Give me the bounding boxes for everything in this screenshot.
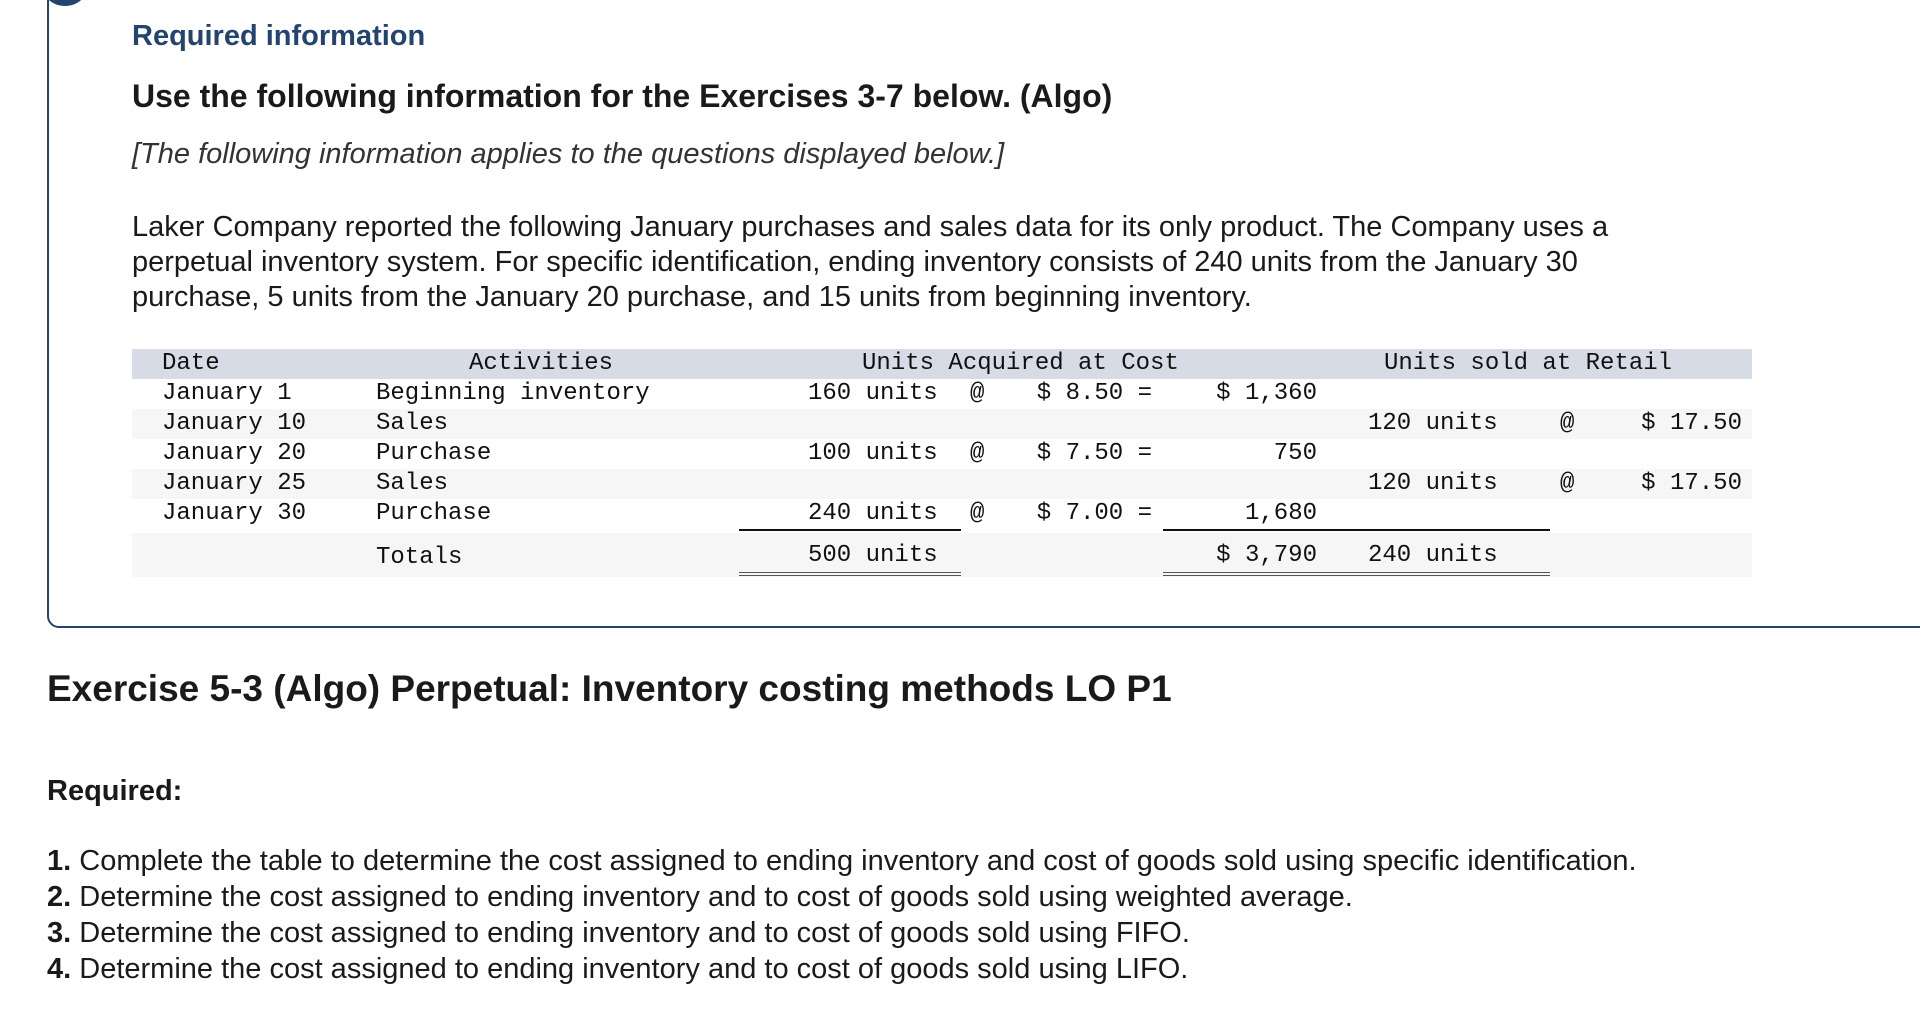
acquired-total-cost: 1,680 <box>1244 500 1317 527</box>
description-line: perpetual inventory system. For specific… <box>132 246 1578 278</box>
requirement-item: 4. Determine the cost assigned to ending… <box>47 951 1637 987</box>
acquired-unit-cost: $ 8.50 = <box>1036 380 1152 407</box>
acquired-unit-cost: $ 7.00 = <box>1036 500 1152 527</box>
applies-note: [The following information applies to th… <box>132 138 1005 170</box>
acquired-units: 160 units <box>808 380 938 407</box>
requirements-list: 1. Complete the table to determine the c… <box>47 843 1637 987</box>
requirement-item: 1. Complete the table to determine the c… <box>47 843 1637 879</box>
totals-acquired-cost: $ 3,790 <box>1216 542 1317 569</box>
requirement-number: 3. <box>47 917 72 949</box>
table-row: January 1 Beginning inventory 160 units … <box>132 379 1752 409</box>
table-row: January 25 Sales 120 units @ $ 17.50 <box>132 469 1752 499</box>
problem-description: Laker Company reported the following Jan… <box>132 210 1772 315</box>
row-activity: Sales <box>376 470 449 497</box>
requirement-item: 2. Determine the cost assigned to ending… <box>47 879 1637 915</box>
table-row: January 30 Purchase 240 units @ $ 7.00 =… <box>132 499 1752 529</box>
panel-badge <box>40 0 90 6</box>
row-date: January 1 <box>162 380 292 407</box>
totals-label: Totals <box>376 544 463 571</box>
row-activity: Beginning inventory <box>376 380 650 407</box>
requirement-text: Determine the cost assigned to ending in… <box>71 917 1190 949</box>
inventory-table: Date Activities Units Acquired at Cost U… <box>132 349 1752 577</box>
row-activity: Purchase <box>376 500 492 527</box>
header-activities: Activities <box>469 350 614 377</box>
acquired-unit-cost: $ 7.50 = <box>1036 440 1152 467</box>
sold-units: 120 units <box>1368 470 1498 497</box>
cost-underline <box>1163 529 1550 531</box>
sold-units: 120 units <box>1368 410 1498 437</box>
row-date: January 10 <box>162 410 307 437</box>
sold-unit-price: $ 17.50 <box>1641 410 1742 437</box>
acquired-total-cost: $ 1,360 <box>1216 380 1317 407</box>
sold-at: @ <box>1560 410 1575 437</box>
required-information-heading: Required information <box>132 20 426 52</box>
requirement-text: Complete the table to determine the cost… <box>71 845 1637 877</box>
required-information-panel <box>47 0 1920 628</box>
acquired-at: @ <box>970 500 985 527</box>
totals-double-underline <box>1163 572 1550 576</box>
totals-acquired-units: 500 units <box>808 542 938 569</box>
table-header-row: Date Activities Units Acquired at Cost U… <box>132 349 1752 379</box>
row-activity: Sales <box>376 410 449 437</box>
header-units-sold: Units sold at Retail <box>1384 350 1673 377</box>
requirement-text: Determine the cost assigned to ending in… <box>71 953 1189 985</box>
description-line: purchase, 5 units from the January 20 pu… <box>132 281 1252 313</box>
requirement-item: 3. Determine the cost assigned to ending… <box>47 915 1637 951</box>
totals-sold-units: 240 units <box>1368 542 1498 569</box>
requirement-number: 4. <box>47 953 72 985</box>
acquired-units: 100 units <box>808 440 938 467</box>
acquired-at: @ <box>970 440 985 467</box>
row-date: January 20 <box>162 440 307 467</box>
acquired-total-cost: 750 <box>1273 440 1317 467</box>
exercise-title: Exercise 5-3 (Algo) Perpetual: Inventory… <box>47 668 1172 709</box>
requirement-number: 2. <box>47 881 72 913</box>
required-label: Required: <box>47 775 183 807</box>
requirement-text: Determine the cost assigned to ending in… <box>71 881 1353 913</box>
acquired-at: @ <box>970 380 985 407</box>
row-date: January 30 <box>162 500 307 527</box>
totals-row: Totals 500 units $ 3,790 240 units <box>132 533 1752 577</box>
row-date: January 25 <box>162 470 307 497</box>
units-acquired-underline <box>739 529 961 531</box>
sold-at: @ <box>1560 470 1575 497</box>
header-date: Date <box>162 350 220 377</box>
header-units-acquired: Units Acquired at Cost <box>862 350 1179 377</box>
sold-unit-price: $ 17.50 <box>1641 470 1742 497</box>
description-line: Laker Company reported the following Jan… <box>132 211 1609 243</box>
table-row: January 10 Sales 120 units @ $ 17.50 <box>132 409 1752 439</box>
row-activity: Purchase <box>376 440 492 467</box>
instructions-heading: Use the following information for the Ex… <box>132 78 1113 114</box>
units-acquired-double-underline <box>739 572 961 576</box>
acquired-units: 240 units <box>808 500 938 527</box>
table-row: January 20 Purchase 100 units @ $ 7.50 =… <box>132 439 1752 469</box>
requirement-number: 1. <box>47 845 72 877</box>
